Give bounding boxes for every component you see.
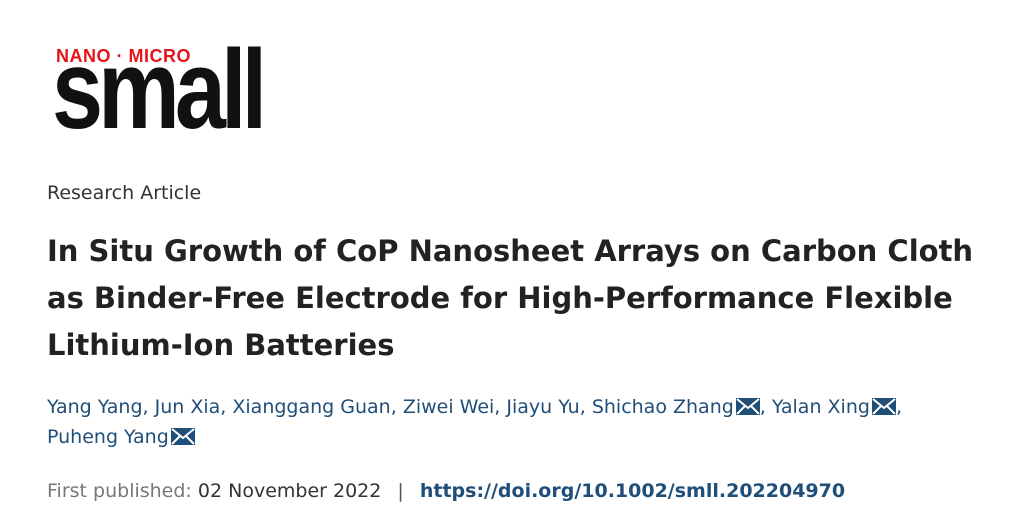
doi-link[interactable]: https://doi.org/10.1002/smll.202204970 [419, 480, 846, 502]
author-link[interactable]: Shichao Zhang [591, 396, 734, 418]
author-separator: , [895, 396, 902, 418]
author-link[interactable]: Jun Xia [154, 396, 221, 418]
publication-info: First published: 02 November 2022 | http… [47, 480, 845, 502]
article-title: In Situ Growth of CoP Nanosheet Arrays o… [47, 234, 974, 362]
published-date: 02 November 2022 [197, 480, 382, 502]
author-link[interactable]: Xianggang Guan [232, 396, 391, 418]
journal-logo-word: small [52, 27, 267, 152]
author-separator: , [494, 396, 507, 418]
journal-logo[interactable]: NANO · MICRO small [52, 27, 267, 152]
envelope-icon[interactable] [871, 398, 896, 415]
author-separator: , [579, 396, 592, 418]
author-separator: , [142, 396, 155, 418]
author-separator: , [220, 396, 233, 418]
author-link[interactable]: Puheng Yang [47, 426, 169, 448]
publication-separator: | [397, 480, 404, 502]
envelope-icon[interactable] [735, 398, 760, 415]
author-link[interactable]: Yalan Xing [771, 396, 870, 418]
author-separator: , [390, 396, 403, 418]
envelope-icon[interactable] [170, 428, 195, 445]
journal-logo-tagline: NANO · MICRO [56, 46, 191, 66]
author-link[interactable]: Yang Yang [47, 396, 143, 418]
author-link[interactable]: Ziwei Wei [402, 396, 495, 418]
author-separator: , [759, 396, 772, 418]
published-label: First published: [47, 480, 192, 502]
article-type: Research Article [47, 182, 202, 204]
author-list: Yang Yang, Jun Xia, Xianggang Guan, Ziwe… [47, 392, 987, 452]
author-link[interactable]: Jiayu Yu [506, 396, 580, 418]
